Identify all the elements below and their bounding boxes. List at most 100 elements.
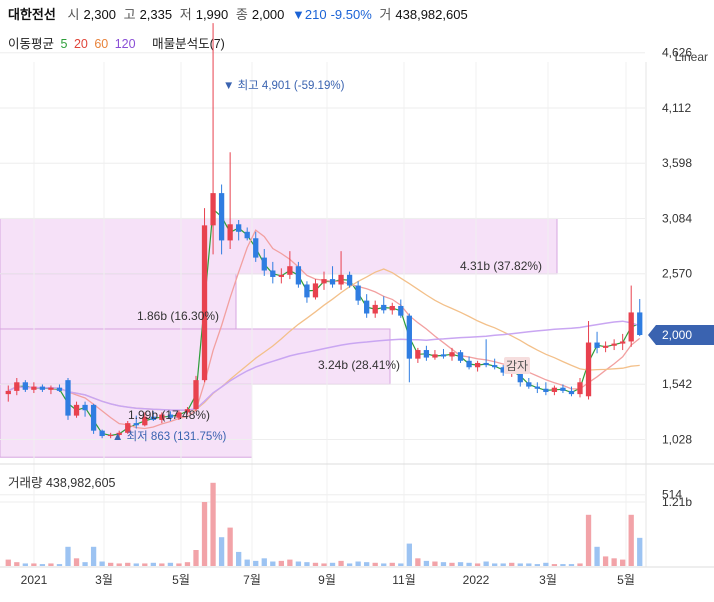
candle-body[interactable]	[39, 386, 46, 390]
candle-body[interactable]	[568, 390, 575, 395]
candle-body[interactable]	[244, 231, 250, 239]
current-price-marker	[648, 325, 714, 345]
candle-body[interactable]	[287, 266, 293, 275]
candle-body[interactable]	[167, 414, 174, 418]
ma-120-label[interactable]: 120	[114, 37, 136, 51]
candle-body[interactable]	[90, 404, 97, 431]
candle-body[interactable]	[159, 414, 165, 420]
candle-body[interactable]	[611, 343, 617, 346]
candle-body[interactable]	[534, 386, 540, 389]
candle-body[interactable]	[218, 193, 225, 241]
candle-body[interactable]	[466, 360, 472, 368]
candle-body[interactable]	[201, 225, 208, 381]
time-tick: 11월	[392, 573, 416, 587]
volume-bar	[270, 561, 276, 566]
volume-bar	[31, 563, 37, 566]
candle-body[interactable]	[440, 354, 447, 357]
open-value: 2,300	[83, 7, 116, 22]
candle-body[interactable]	[602, 345, 609, 348]
candle-body[interactable]	[637, 312, 643, 335]
candle-body[interactable]	[48, 387, 54, 390]
candle-body[interactable]	[423, 350, 430, 358]
ma-60-label[interactable]: 60	[94, 37, 109, 51]
volume-bar	[534, 564, 540, 566]
candle-body[interactable]	[5, 390, 11, 395]
candle-body[interactable]	[99, 430, 105, 437]
ma-5-label[interactable]: 5	[60, 37, 68, 51]
candle-body[interactable]	[227, 224, 233, 241]
candle-body[interactable]	[500, 367, 506, 373]
candle-body[interactable]	[406, 315, 412, 359]
candle-body[interactable]	[253, 238, 259, 258]
candle-body[interactable]	[628, 312, 634, 342]
candle-body[interactable]	[210, 193, 216, 226]
candle-body[interactable]	[278, 274, 284, 277]
candle-body[interactable]	[474, 362, 481, 368]
volume-bar	[261, 558, 267, 566]
candle-body[interactable]	[415, 350, 421, 359]
candle-body[interactable]	[577, 382, 583, 395]
candle-body[interactable]	[346, 274, 353, 286]
candle-body[interactable]	[398, 305, 404, 316]
candle-body[interactable]	[620, 341, 626, 344]
candle-body[interactable]	[329, 279, 336, 285]
volume-bar	[73, 558, 80, 566]
candle-body[interactable]	[449, 352, 455, 357]
candle-body[interactable]	[295, 266, 302, 285]
candle-body[interactable]	[372, 304, 378, 314]
volume-bar	[560, 564, 566, 566]
candle-body[interactable]	[150, 416, 156, 420]
volume-bar	[295, 561, 302, 566]
candle-body[interactable]	[236, 224, 242, 232]
candle-body[interactable]	[594, 342, 600, 348]
candle-body[interactable]	[492, 365, 498, 368]
event-badge-label: 감자	[506, 359, 528, 373]
candle-body[interactable]	[526, 382, 532, 387]
volume-bar	[551, 564, 558, 566]
candle-body[interactable]	[312, 283, 319, 298]
candle-body[interactable]	[142, 416, 148, 426]
candle-body[interactable]	[321, 279, 327, 284]
ma-title[interactable]: 이동평균	[8, 37, 55, 51]
candle-body[interactable]	[432, 354, 438, 358]
candle-body[interactable]	[73, 404, 80, 416]
volume-bar	[227, 527, 233, 566]
candle-body[interactable]	[543, 388, 549, 392]
candle-body[interactable]	[133, 423, 139, 426]
candle-body[interactable]	[65, 380, 71, 416]
scale-toggle[interactable]: Linear	[674, 50, 708, 64]
candle-body[interactable]	[14, 382, 20, 391]
ma-20-label[interactable]: 20	[73, 37, 88, 51]
candle-body[interactable]	[184, 409, 191, 413]
candle-body[interactable]	[261, 257, 267, 271]
volume-bar	[176, 563, 182, 566]
candle-body[interactable]	[585, 342, 592, 397]
candle-body[interactable]	[108, 434, 114, 437]
candle-body[interactable]	[31, 386, 37, 390]
volume-bar	[329, 562, 336, 566]
candle-body[interactable]	[483, 362, 489, 366]
candle-body[interactable]	[364, 300, 370, 314]
candle-body[interactable]	[517, 369, 523, 383]
candle-body[interactable]	[56, 387, 63, 391]
candle-body[interactable]	[551, 387, 558, 392]
candle-body[interactable]	[22, 382, 28, 390]
volume-bar	[389, 562, 395, 566]
candle-body[interactable]	[457, 352, 464, 361]
candle-body[interactable]	[381, 304, 387, 311]
candle-body[interactable]	[125, 423, 131, 433]
candle-body[interactable]	[304, 284, 310, 298]
candle-body[interactable]	[82, 404, 88, 411]
candle-body[interactable]	[389, 305, 395, 311]
candle-body[interactable]	[560, 387, 566, 391]
volume-profile-band	[0, 328, 391, 385]
candle-body[interactable]	[193, 380, 199, 410]
candle-body[interactable]	[338, 274, 344, 285]
candle-body[interactable]	[116, 432, 122, 435]
candle-body[interactable]	[270, 270, 276, 277]
candle-body[interactable]	[176, 412, 182, 418]
volume-profile-toggle[interactable]: 매물분석도(7)	[152, 37, 225, 51]
candle-body[interactable]	[355, 285, 361, 301]
event-badge[interactable]	[504, 357, 530, 374]
